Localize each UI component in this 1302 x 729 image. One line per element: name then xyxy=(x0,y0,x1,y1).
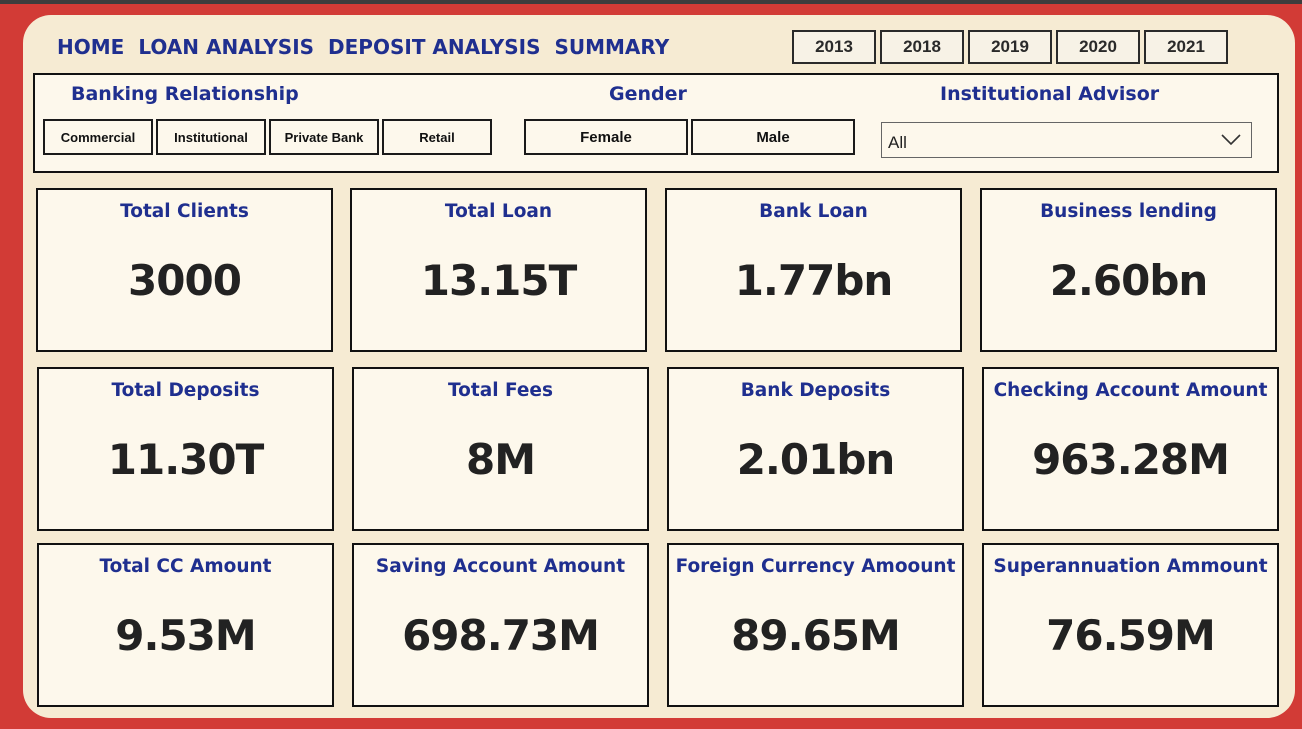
nav-deposit-analysis-link[interactable]: DEPOSIT ANALYSIS xyxy=(328,35,541,59)
kpi-value: 2.01bn xyxy=(736,435,896,484)
kpi-title: Bank Deposits xyxy=(740,380,891,401)
top-navigation: HOME LOAN ANALYSIS DEPOSIT ANALYSIS SUMM… xyxy=(57,33,683,61)
kpi-card-total-clients: Total Clients 3000 xyxy=(36,188,333,352)
kpi-card-business-lending: Business lending 2.60bn xyxy=(980,188,1277,352)
kpi-title: Total Loan xyxy=(444,201,553,222)
slicer-option-private-bank[interactable]: Private Bank xyxy=(269,119,379,155)
kpi-value: 9.53M xyxy=(115,611,256,660)
kpi-title: Total Clients xyxy=(120,201,249,222)
nav-summary-link[interactable]: SUMMARY xyxy=(554,35,670,59)
kpi-title: Foreign Currency Amoount xyxy=(675,556,956,577)
year-button-2019[interactable]: 2019 xyxy=(968,30,1052,64)
kpi-value: 11.30T xyxy=(107,435,265,484)
slicer-option-male[interactable]: Male xyxy=(691,119,855,155)
filter-slicer-bar: Banking Relationship Commercial Institut… xyxy=(33,73,1279,173)
kpi-card-total-fees: Total Fees 8M xyxy=(352,367,649,531)
kpi-card-saving-account-amount: Saving Account Amount 698.73M xyxy=(352,543,649,707)
dropdown-selected-value: All xyxy=(888,133,907,152)
kpi-card-checking-account-amount: Checking Account Amount 963.28M xyxy=(982,367,1279,531)
institutional-advisor-dropdown[interactable]: All xyxy=(881,122,1252,158)
kpi-title: Bank Loan xyxy=(759,201,868,222)
year-button-2013[interactable]: 2013 xyxy=(792,30,876,64)
banking-relationship-slicer: Commercial Institutional Private Bank Re… xyxy=(43,119,495,155)
kpi-card-total-cc-amount: Total CC Amount 9.53M xyxy=(37,543,334,707)
kpi-title: Saving Account Amount xyxy=(375,556,626,577)
kpi-value: 76.59M xyxy=(1046,611,1216,660)
kpi-value: 963.28M xyxy=(1032,435,1230,484)
slicer-option-commercial[interactable]: Commercial xyxy=(43,119,153,155)
banking-relationship-title: Banking Relationship xyxy=(71,83,299,105)
kpi-value: 89.65M xyxy=(731,611,901,660)
kpi-card-bank-deposits: Bank Deposits 2.01bn xyxy=(667,367,964,531)
kpi-card-foreign-currency-amount: Foreign Currency Amoount 89.65M xyxy=(667,543,964,707)
kpi-value: 1.77bn xyxy=(734,256,894,305)
kpi-value: 8M xyxy=(465,435,536,484)
nav-loan-analysis-link[interactable]: LOAN ANALYSIS xyxy=(138,35,315,59)
year-button-2021[interactable]: 2021 xyxy=(1144,30,1228,64)
slicer-option-retail[interactable]: Retail xyxy=(382,119,492,155)
chevron-down-icon xyxy=(1221,134,1241,146)
kpi-title: Total CC Amount xyxy=(99,556,272,577)
year-button-2020[interactable]: 2020 xyxy=(1056,30,1140,64)
nav-home-link[interactable]: HOME xyxy=(57,35,125,59)
kpi-value: 2.60bn xyxy=(1049,256,1209,305)
kpi-value: 698.73M xyxy=(402,611,600,660)
slicer-option-female[interactable]: Female xyxy=(524,119,688,155)
window-top-strip xyxy=(0,0,1302,4)
kpi-card-bank-loan: Bank Loan 1.77bn xyxy=(665,188,962,352)
kpi-title: Superannuation Ammount xyxy=(993,556,1268,577)
year-filter-buttons: 2013 2018 2019 2020 2021 xyxy=(792,30,1232,64)
kpi-title: Checking Account Amount xyxy=(993,380,1268,401)
slicer-option-institutional[interactable]: Institutional xyxy=(156,119,266,155)
kpi-value: 13.15T xyxy=(420,256,578,305)
kpi-title: Business lending xyxy=(1040,201,1217,222)
kpi-title: Total Deposits xyxy=(111,380,260,401)
gender-slicer: Female Male xyxy=(524,119,858,155)
gender-title: Gender xyxy=(609,83,687,105)
year-button-2018[interactable]: 2018 xyxy=(880,30,964,64)
kpi-value: 3000 xyxy=(128,256,242,305)
kpi-title: Total Fees xyxy=(448,380,553,401)
kpi-card-total-loan: Total Loan 13.15T xyxy=(350,188,647,352)
kpi-card-total-deposits: Total Deposits 11.30T xyxy=(37,367,334,531)
kpi-card-superannuation-amount: Superannuation Ammount 76.59M xyxy=(982,543,1279,707)
institutional-advisor-title: Institutional Advisor xyxy=(940,83,1160,105)
